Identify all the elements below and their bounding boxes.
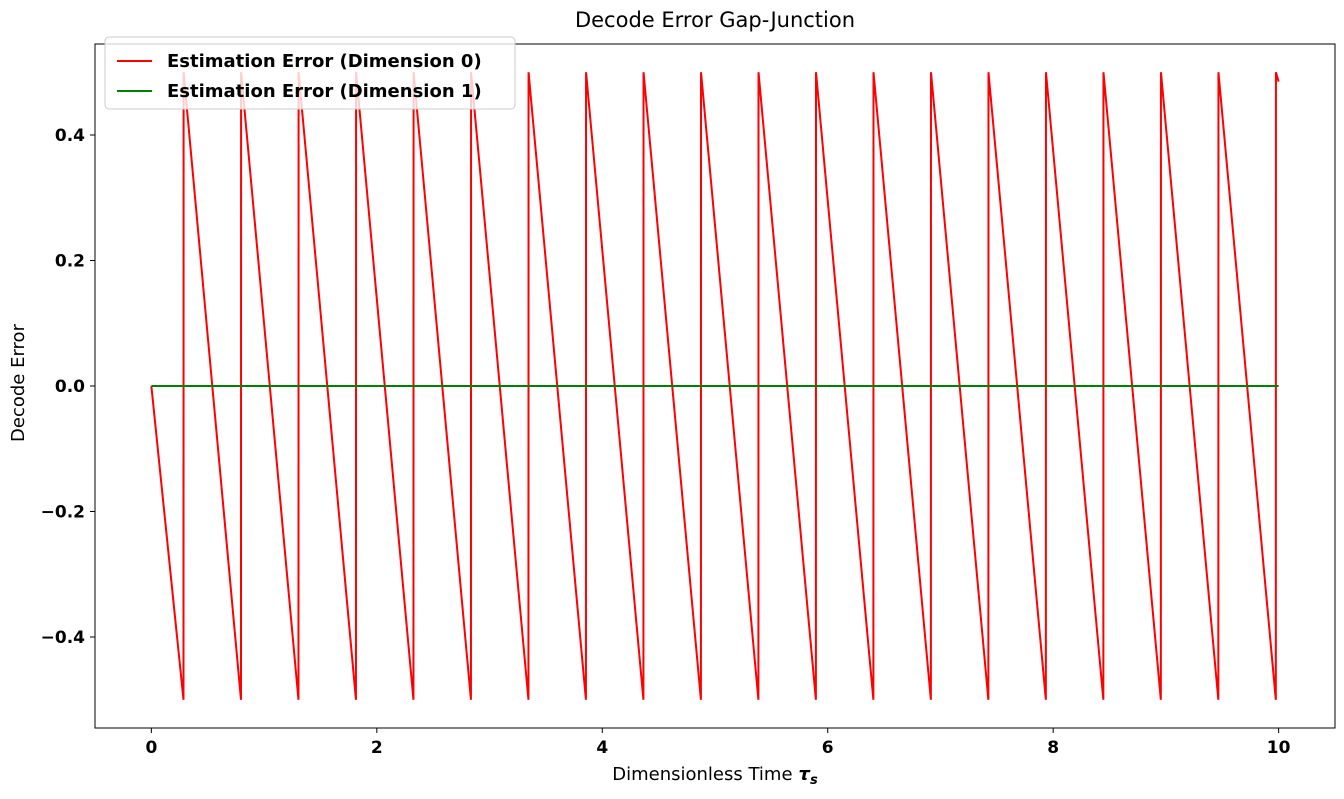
legend: Estimation Error (Dimension 0) Estimation… (104, 36, 516, 110)
x-axis-label-symbol: τ (799, 764, 811, 785)
y-axis-label: Decode Error (8, 323, 29, 442)
x-tick-label: 10 (1267, 738, 1291, 758)
legend-label: Estimation Error (Dimension 0) (167, 51, 482, 72)
x-axis-label-text: Dimensionless Time (612, 764, 792, 785)
x-tick-label: 8 (1047, 738, 1059, 758)
x-tick-label: 4 (596, 738, 608, 758)
y-tick-label: 0.2 (55, 251, 85, 271)
chart-title: Decode Error Gap-Junction (575, 8, 855, 32)
plot-area: 0 2 4 6 8 10 −0.4 −0.2 0.0 0.2 0.4 (41, 43, 1336, 758)
x-tick-label: 0 (145, 738, 157, 758)
x-tick-label: 6 (822, 738, 834, 758)
y-tick-label: −0.4 (41, 628, 86, 648)
y-tick-label: 0.0 (55, 377, 85, 397)
x-tick-label: 2 (371, 738, 383, 758)
x-axis-label: Dimensionless Time τs (612, 764, 818, 788)
y-tick-label: 0.4 (55, 126, 85, 146)
x-axis-label-subscript: s (810, 773, 818, 788)
series-group (150, 71, 1280, 700)
legend-box (104, 36, 516, 110)
legend-label: Estimation Error (Dimension 1) (167, 81, 482, 102)
y-tick-label: −0.2 (41, 503, 85, 523)
